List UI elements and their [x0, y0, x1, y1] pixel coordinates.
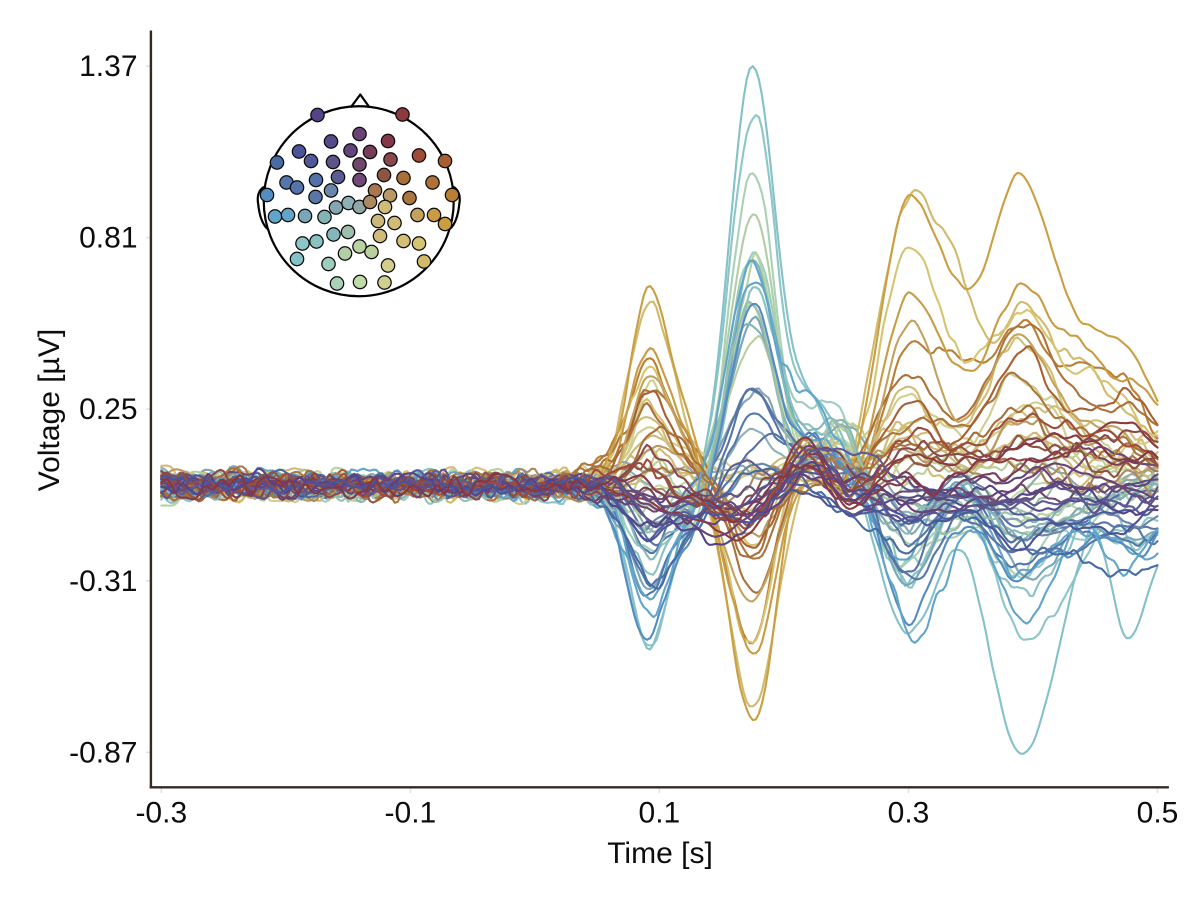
svg-text:-0.31: -0.31	[69, 565, 137, 598]
svg-text:Time [s]: Time [s]	[607, 837, 713, 870]
svg-text:0.3: 0.3	[888, 797, 930, 830]
svg-text:1.37: 1.37	[79, 50, 137, 83]
svg-text:0.1: 0.1	[639, 797, 681, 830]
svg-text:Voltage [µV]: Voltage [µV]	[33, 329, 66, 491]
svg-text:-0.3: -0.3	[135, 797, 187, 830]
svg-text:-0.1: -0.1	[385, 797, 437, 830]
svg-text:-0.87: -0.87	[69, 736, 137, 769]
svg-text:0.81: 0.81	[79, 222, 137, 255]
svg-text:0.25: 0.25	[79, 393, 137, 426]
svg-text:0.5: 0.5	[1137, 797, 1179, 830]
